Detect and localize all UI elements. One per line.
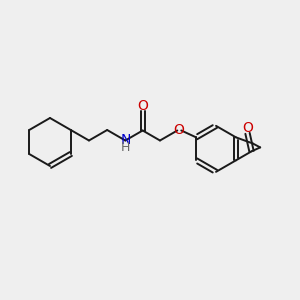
Text: O: O bbox=[137, 98, 148, 112]
Text: O: O bbox=[173, 122, 184, 136]
Text: H: H bbox=[121, 141, 130, 154]
Text: N: N bbox=[120, 133, 130, 146]
Text: O: O bbox=[242, 121, 253, 135]
